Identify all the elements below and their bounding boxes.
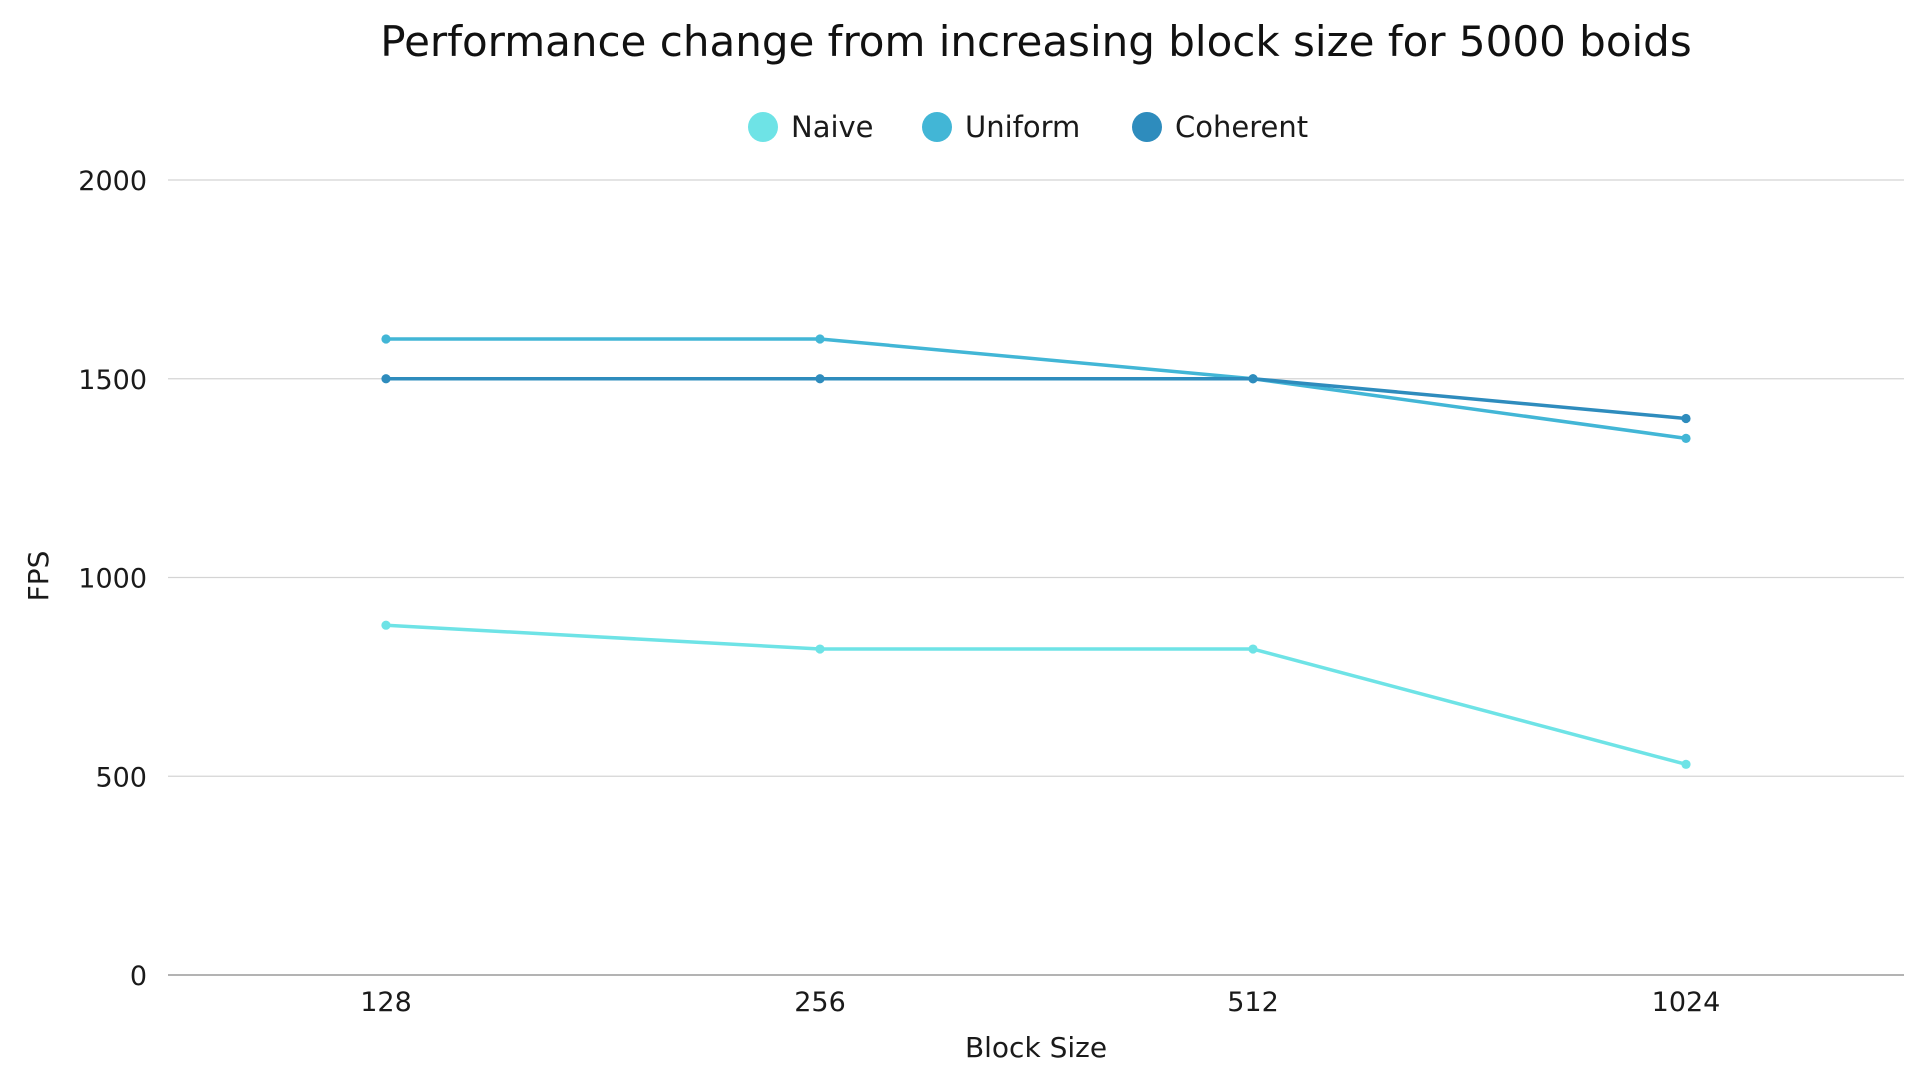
legend-item-naive[interactable]: Naive	[748, 110, 874, 144]
legend-label: Uniform	[965, 110, 1080, 144]
series-uniform	[381, 334, 1691, 443]
y-axis-ticks: 0 500 1000 1500 2000	[78, 166, 147, 992]
y-axis-title: FPS	[22, 551, 55, 602]
y-tick-label: 2000	[78, 166, 147, 197]
data-point	[1681, 433, 1691, 443]
legend-marker	[748, 112, 778, 142]
series-naive	[381, 620, 1691, 769]
x-tick-label: 1024	[1652, 987, 1721, 1018]
legend: Naive Uniform Coherent	[748, 110, 1308, 144]
data-point	[381, 374, 391, 384]
x-axis-ticks: 128 256 512 1024	[360, 987, 1720, 1018]
x-tick-label: 128	[360, 987, 412, 1018]
series-layer	[381, 334, 1691, 769]
data-point	[1681, 759, 1691, 769]
legend-item-uniform[interactable]: Uniform	[922, 110, 1080, 144]
legend-marker	[922, 112, 952, 142]
y-tick-label: 1000	[78, 564, 147, 595]
series-line	[384, 377, 1688, 421]
data-point	[815, 374, 825, 384]
data-point	[1681, 413, 1691, 424]
series-line	[384, 623, 1688, 767]
y-tick-label: 1500	[78, 365, 147, 396]
chart-title: Performance change from increasing block…	[380, 17, 1691, 66]
y-tick-label: 0	[130, 961, 147, 992]
data-point	[815, 644, 825, 654]
x-axis-title: Block Size	[965, 1031, 1107, 1064]
data-point	[815, 334, 825, 344]
data-point	[381, 334, 391, 344]
legend-label: Coherent	[1175, 110, 1308, 144]
legend-marker	[1132, 112, 1162, 142]
data-point	[1248, 374, 1258, 384]
data-point	[381, 620, 391, 630]
y-tick-label: 500	[95, 762, 147, 793]
series-line	[384, 337, 1688, 441]
legend-label: Naive	[791, 110, 874, 144]
legend-item-coherent[interactable]: Coherent	[1132, 110, 1308, 144]
series-coherent	[381, 374, 1691, 424]
x-tick-label: 256	[794, 987, 846, 1018]
data-point	[1248, 644, 1258, 654]
x-tick-label: 512	[1227, 987, 1279, 1018]
gridlines	[168, 179, 1904, 976]
